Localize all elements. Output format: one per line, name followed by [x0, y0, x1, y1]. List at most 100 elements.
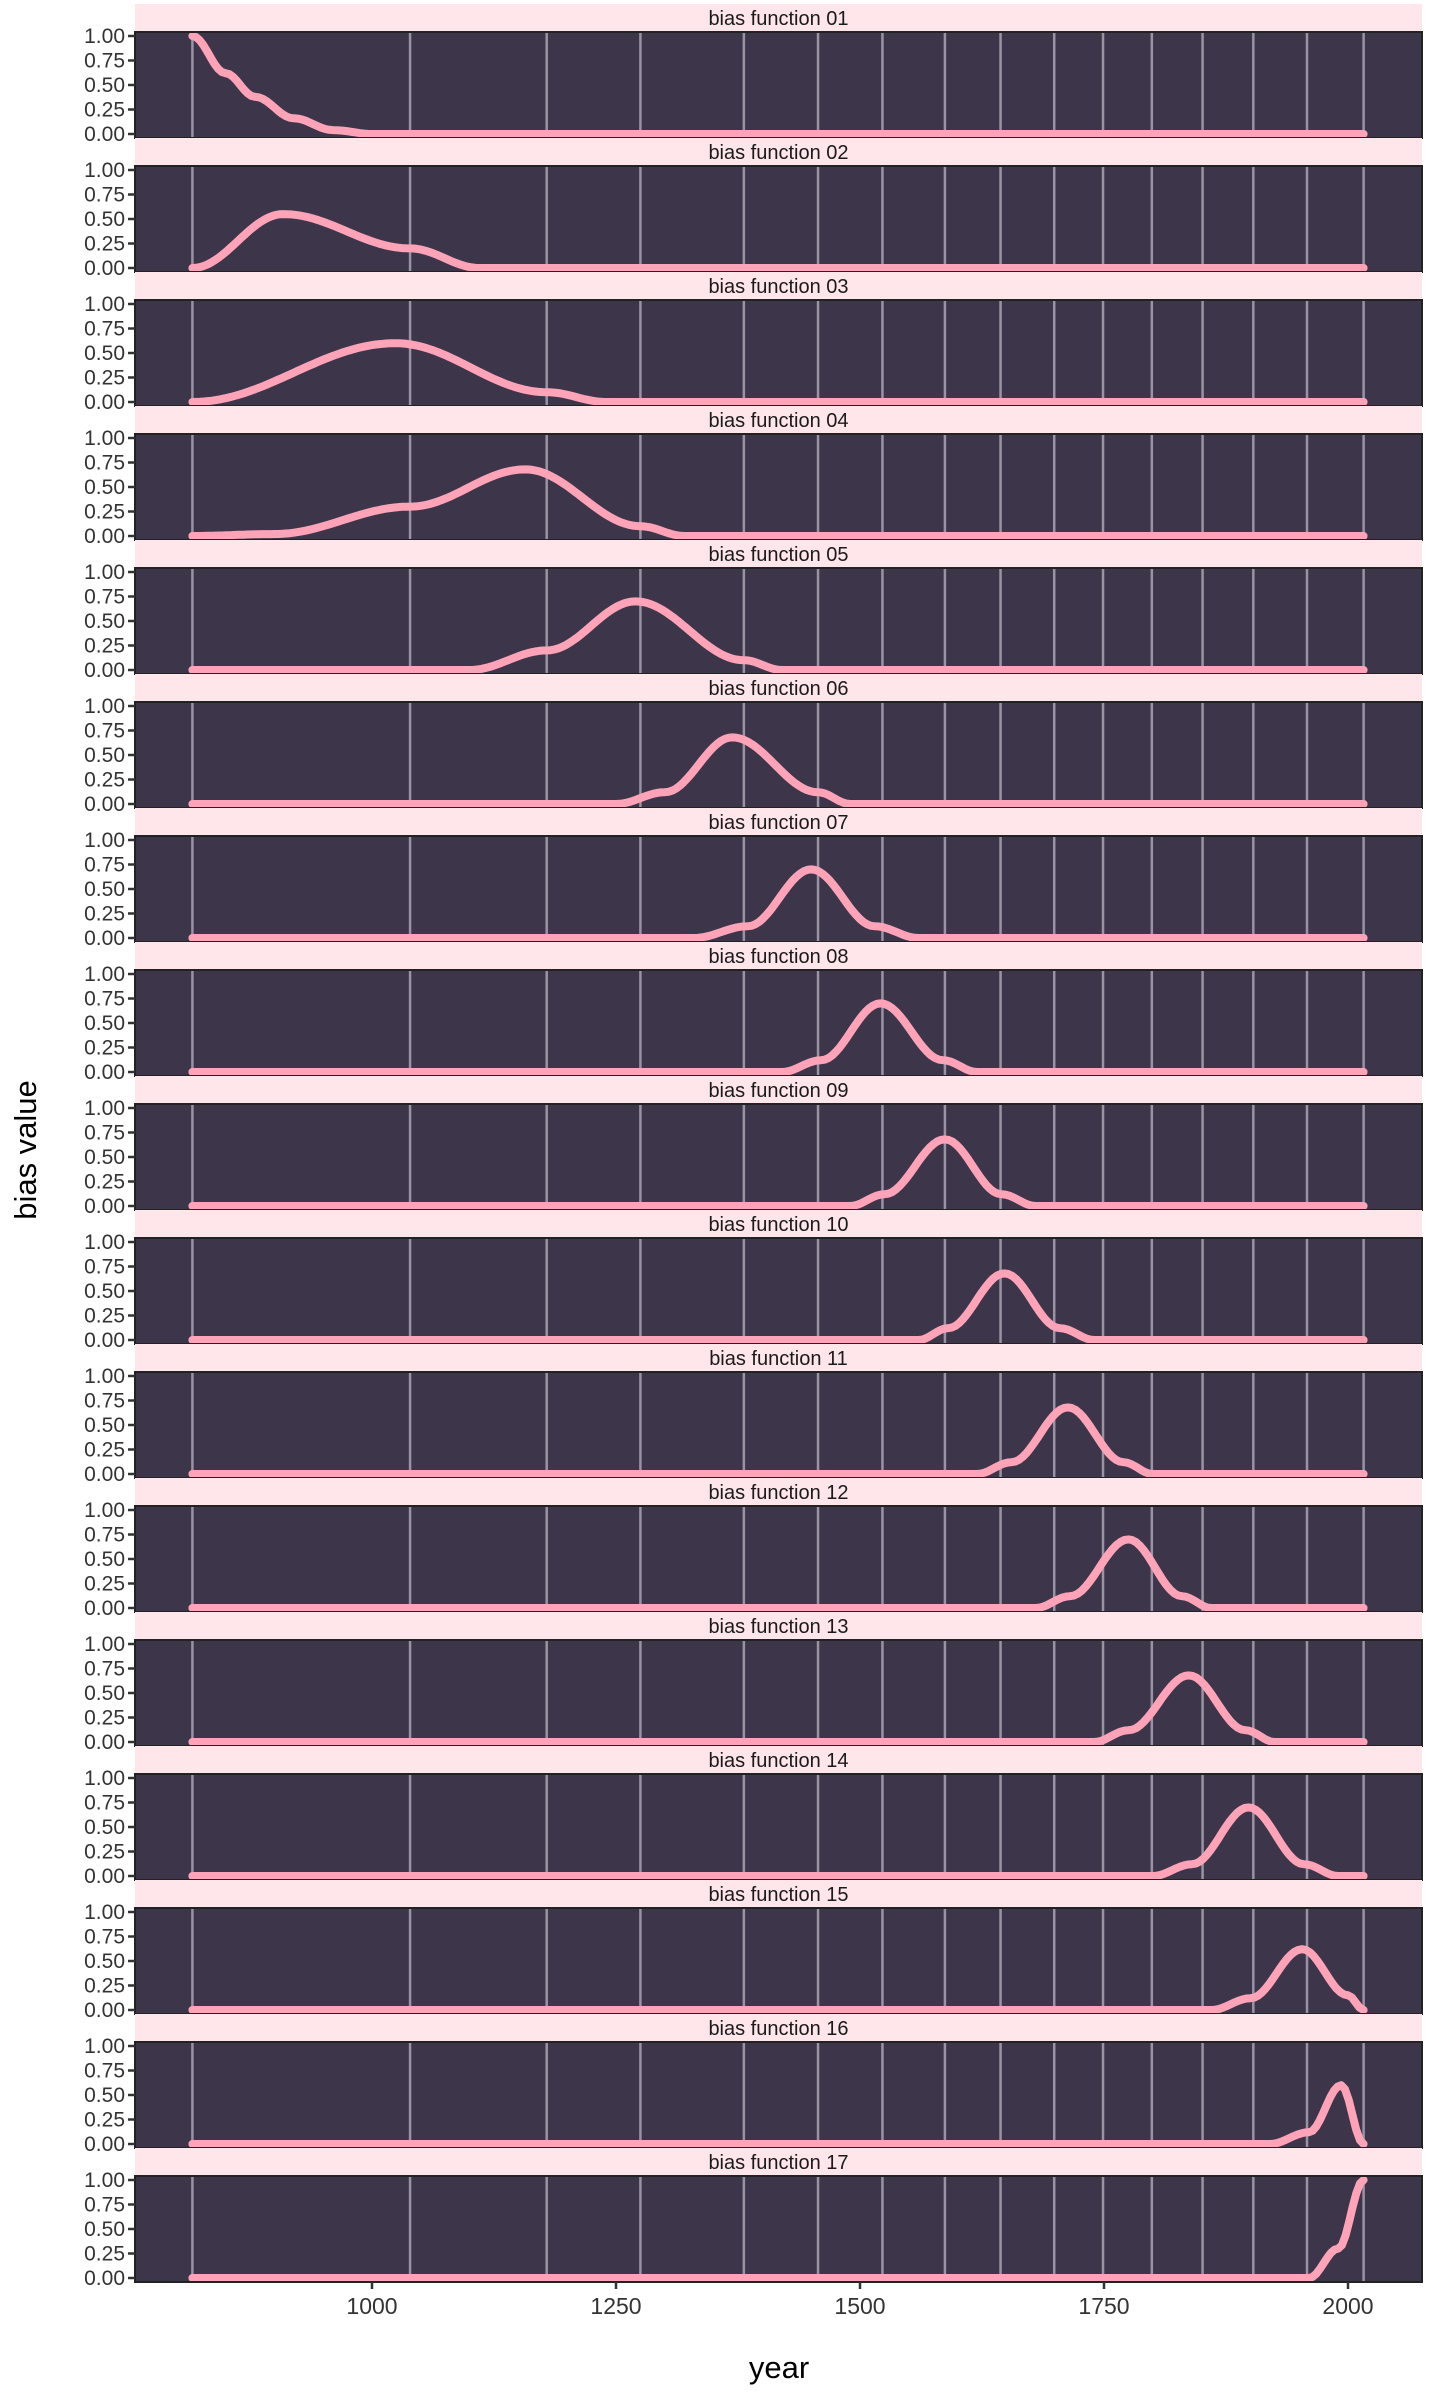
facet-strip	[135, 1076, 1422, 1104]
facet-strip	[135, 1612, 1422, 1640]
y-tick-label: 0.50	[84, 74, 125, 97]
y-tick-label: 0.50	[84, 1950, 125, 1973]
bias-curve	[188, 1671, 1368, 1746]
y-tick-label: 0.75	[84, 1122, 125, 1145]
panel-background	[135, 702, 1422, 808]
facet-strip	[135, 4, 1422, 32]
y-tick-label: 0.25	[84, 501, 125, 524]
y-tick-label: 1.00	[84, 1633, 125, 1656]
panel-background	[135, 1774, 1422, 1880]
y-tick-label: 0.00	[84, 1597, 125, 1620]
y-tick-label: 0.50	[84, 1682, 125, 1705]
y-tick-label: 1.00	[84, 2035, 125, 2058]
panel-background	[135, 2176, 1422, 2282]
facet-title: bias function 12	[708, 1482, 848, 1504]
facet-title: bias function 01	[708, 8, 848, 30]
panel-background	[135, 1372, 1422, 1478]
facet-panel: bias function 02 0.000.250.500.751.00	[84, 138, 1423, 280]
y-tick-label: 0.25	[84, 769, 125, 792]
y-tick-label: 0.75	[84, 1926, 125, 1949]
facet-panel: bias function 01 0.000.250.500.751.00	[84, 4, 1423, 146]
y-tick-label: 0.00	[84, 793, 125, 816]
facet-title: bias function 06	[708, 678, 848, 700]
y-tick-label: 0.75	[84, 1524, 125, 1547]
y-tick-label: 1.00	[84, 1499, 125, 1522]
y-tick-label: 0.00	[84, 1865, 125, 1888]
y-tick-label: 0.00	[84, 1731, 125, 1754]
y-tick-label: 0.50	[84, 1816, 125, 1839]
y-tick-label: 1.00	[84, 1097, 125, 1120]
panel-background	[135, 2042, 1422, 2148]
y-tick-label: 0.75	[84, 988, 125, 1011]
bias-curve	[188, 999, 1368, 1076]
y-tick-label: 1.00	[84, 695, 125, 718]
facet-title: bias function 11	[709, 1348, 848, 1370]
facet-panel: bias function 04 0.000.250.500.751.00	[84, 406, 1423, 548]
facet-strip	[135, 1746, 1422, 1774]
facet-strip	[135, 2014, 1422, 2042]
y-tick-label: 0.25	[84, 903, 125, 926]
y-tick-label: 0.75	[84, 184, 125, 207]
facet-panel: bias function 17 0.000.250.500.751.00	[84, 2148, 1423, 2290]
facet-panel: bias function 14 0.000.250.500.751.00	[84, 1746, 1423, 1888]
y-tick-label: 0.75	[84, 452, 125, 475]
y-tick-label: 0.75	[84, 1256, 125, 1279]
y-tick-label: 0.25	[84, 99, 125, 122]
facet-panel: bias function 12 0.000.250.500.751.00	[84, 1478, 1423, 1620]
y-tick-label: 0.75	[84, 720, 125, 743]
bias-curve	[188, 1135, 1368, 1210]
bias-curve	[188, 2176, 1368, 2282]
y-tick-label: 0.50	[84, 878, 125, 901]
y-tick-label: 0.50	[84, 2218, 125, 2241]
bias-curve	[188, 32, 1368, 138]
y-tick-label: 0.75	[84, 318, 125, 341]
bias-curve	[188, 597, 1368, 674]
facet-title: bias function 14	[708, 1750, 848, 1772]
y-tick-label: 0.00	[84, 123, 125, 146]
facet-strip	[135, 674, 1422, 702]
facet-panel: bias function 10 0.000.250.500.751.00	[84, 1210, 1423, 1352]
facet-title: bias function 07	[708, 812, 848, 834]
facet-strip	[135, 1210, 1422, 1238]
y-tick-label: 0.25	[84, 233, 125, 256]
y-tick-label: 0.25	[84, 1975, 125, 1998]
facet-strip	[135, 540, 1422, 568]
y-tick-label: 0.25	[84, 1171, 125, 1194]
y-tick-label: 0.00	[84, 1999, 125, 2022]
y-tick-label: 0.25	[84, 1841, 125, 1864]
y-tick-label: 0.00	[84, 1061, 125, 1084]
y-tick-label: 0.25	[84, 2243, 125, 2266]
y-tick-label: 0.00	[84, 2133, 125, 2156]
panel-background	[135, 32, 1422, 138]
facet-panel: bias function 05 0.000.250.500.751.00	[84, 540, 1423, 682]
y-tick-label: 0.00	[84, 2267, 125, 2290]
bias-curve	[188, 1945, 1368, 2014]
y-tick-label: 0.25	[84, 1037, 125, 1060]
bias-curve	[188, 339, 1368, 406]
bias-curve	[188, 210, 1368, 272]
facet-panel: bias function 07 0.000.250.500.751.00	[84, 808, 1423, 950]
panel-background	[135, 1238, 1422, 1344]
y-tick-label: 1.00	[84, 427, 125, 450]
y-tick-label: 0.00	[84, 1463, 125, 1486]
y-tick-label: 1.00	[84, 1365, 125, 1388]
facet-title: bias function 16	[708, 2018, 848, 2040]
bias-curve	[188, 1403, 1368, 1478]
y-tick-label: 0.75	[84, 50, 125, 73]
facet-strip	[135, 1344, 1422, 1372]
facet-title: bias function 15	[708, 1884, 848, 1906]
y-tick-label: 0.25	[84, 635, 125, 658]
y-tick-label: 0.25	[84, 1707, 125, 1730]
y-tick-label: 0.50	[84, 744, 125, 767]
panel-background	[135, 166, 1422, 272]
facet-strip	[135, 942, 1422, 970]
x-tick-label: 1750	[1078, 2293, 1129, 2319]
bias-curve	[188, 1803, 1368, 1880]
facet-strip	[135, 138, 1422, 166]
x-tick-label: 1500	[834, 2293, 885, 2319]
y-tick-label: 0.50	[84, 610, 125, 633]
facet-panel: bias function 06 0.000.250.500.751.00	[84, 674, 1423, 816]
y-tick-label: 0.50	[84, 1414, 125, 1437]
y-tick-label: 0.50	[84, 208, 125, 231]
